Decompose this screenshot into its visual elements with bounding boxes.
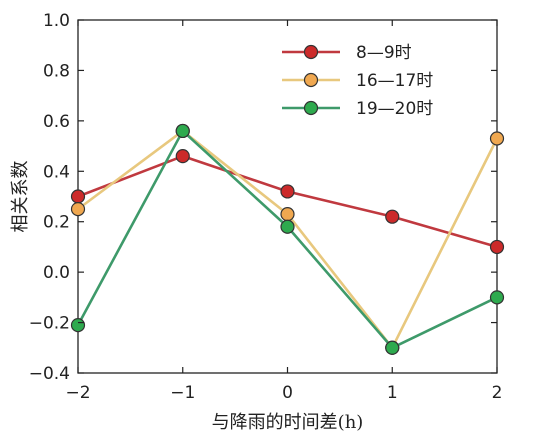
series-2: [70, 123, 505, 355]
series-layer: [70, 123, 505, 355]
y-axis-title: 相关系数: [10, 161, 31, 233]
data-point: [175, 123, 190, 139]
legend-label: 8—9时: [356, 43, 412, 63]
x-tick-label: 2: [492, 383, 503, 403]
data-point: [280, 207, 295, 222]
data-point: [489, 239, 505, 255]
y-tick-label: 0.6: [43, 112, 70, 132]
data-point: [70, 202, 86, 217]
x-tick-label: 0: [282, 383, 293, 403]
series-3: [70, 123, 505, 355]
y-tick-label: 0.0: [43, 263, 70, 283]
data-point: [175, 149, 190, 164]
x-tick-label: −2: [65, 383, 90, 403]
data-point: [70, 189, 86, 204]
legend-entry: 19—20时: [282, 99, 433, 119]
legend-label: 19—20时: [356, 99, 433, 119]
data-point: [385, 209, 400, 224]
y-tick-label: 1.0: [43, 11, 70, 31]
x-tick-label: 1: [387, 383, 398, 403]
ticks-layer: −0.4 −0.2 0.0 0.2 0.4 0.6 0.8 1.0 −2 −1 0 1 2: [29, 11, 503, 403]
x-axis-title: 与降雨的时间差(h): [212, 412, 364, 433]
y-tick-label: 0.8: [43, 61, 70, 81]
data-point: [280, 219, 295, 234]
legend-entry: 8—9时: [282, 43, 412, 63]
x-tick-label: −1: [170, 383, 195, 403]
y-tick-label: −0.2: [29, 314, 70, 334]
data-point: [385, 340, 400, 355]
data-point: [70, 317, 86, 333]
y-tick-label: 0.4: [43, 162, 70, 182]
y-tick-label: 0.2: [43, 213, 70, 233]
legend-label: 16—17时: [356, 71, 433, 91]
data-point: [280, 184, 295, 199]
legend-marker: [303, 72, 319, 88]
legend-entry: 16—17时: [282, 71, 433, 91]
legend: 8—9时 16—17时 19—20时: [282, 43, 433, 119]
legend-marker: [303, 100, 319, 116]
y-tick-label: −0.4: [29, 364, 70, 384]
legend-marker: [303, 44, 319, 60]
data-point: [489, 131, 505, 146]
data-point: [489, 290, 505, 305]
series-line: [77, 129, 499, 350]
